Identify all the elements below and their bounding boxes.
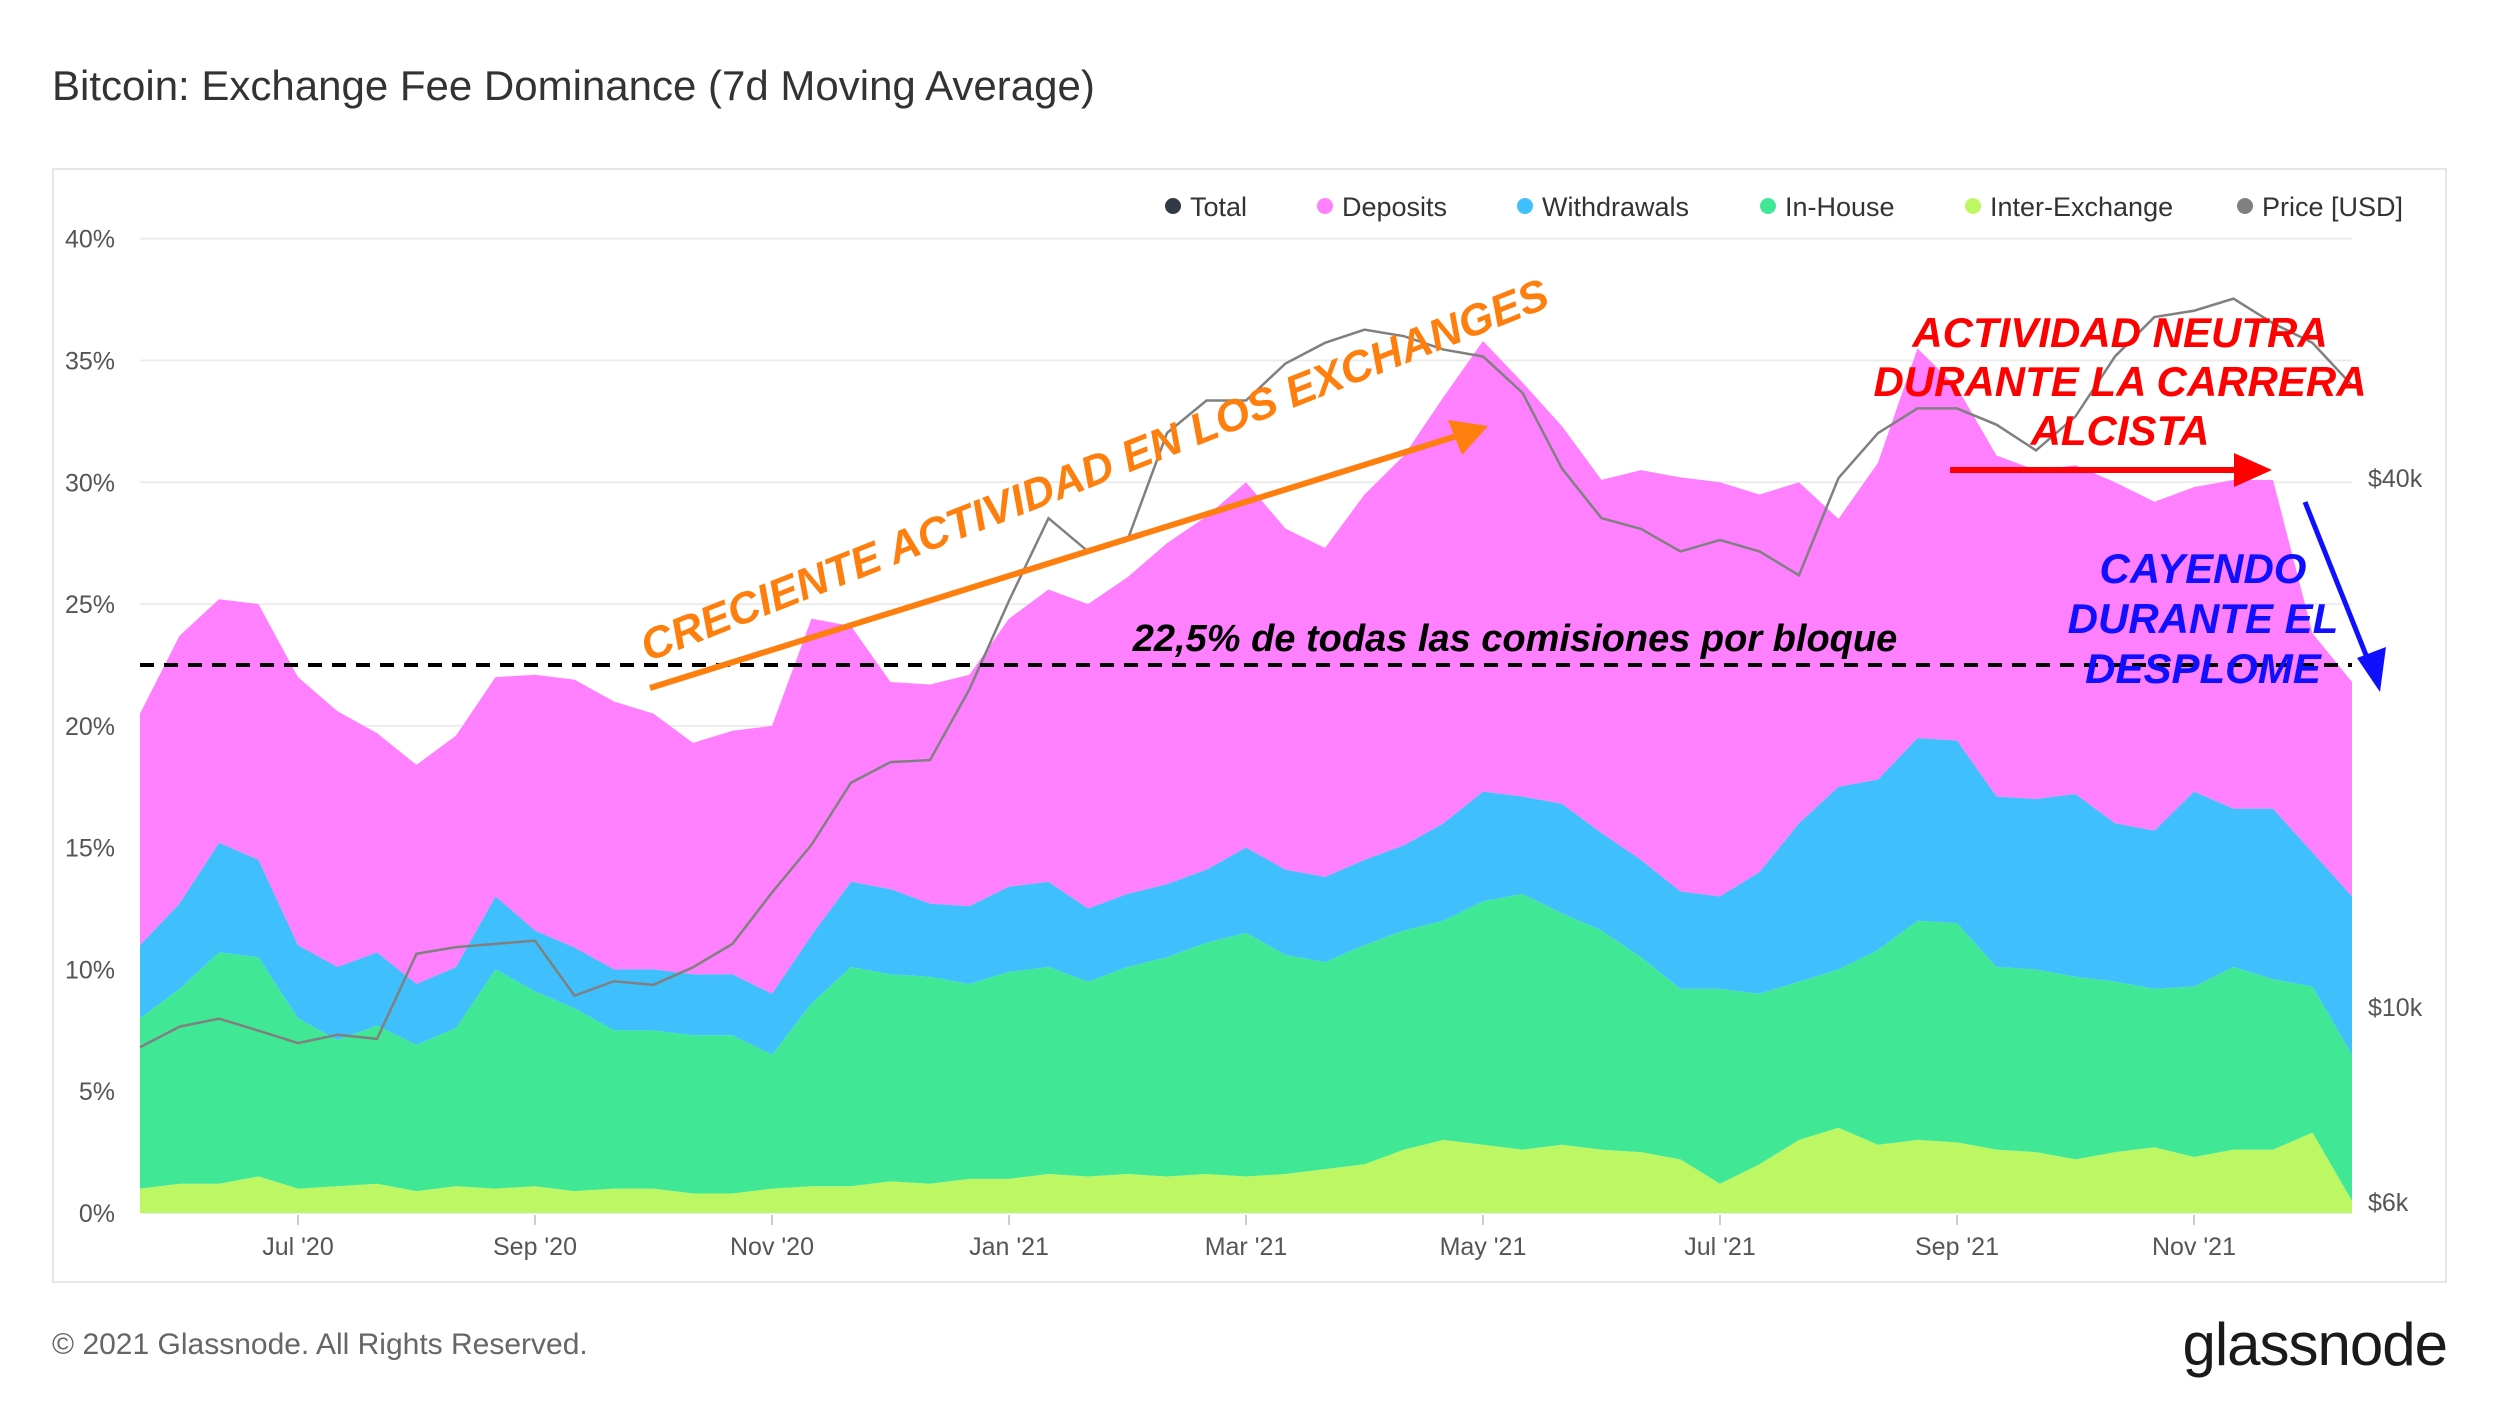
y-tick-label: 0% <box>79 1200 115 1228</box>
y-tick-label: 10% <box>65 956 115 984</box>
area-in-house <box>140 893 2352 1201</box>
price-layer <box>139 297 2353 1049</box>
threshold-layer: 22,5% de todas las comisiones por bloque <box>140 618 2352 667</box>
red-annotation-line: ACTIVIDAD NEUTRA <box>1911 309 2327 356</box>
area-layer <box>140 341 2352 1213</box>
legend-label: Total <box>1190 192 1247 222</box>
blue-annotation-line: DESPLOME <box>2085 645 2323 692</box>
y-tick-label: 5% <box>79 1078 115 1106</box>
red-annotation-line: DURANTE LA CARRERA <box>1873 358 2366 405</box>
footer-copyright: © 2021 Glassnode. All Rights Reserved. <box>52 1328 588 1361</box>
legend-swatch <box>1317 198 1333 214</box>
legend-label: Withdrawals <box>1542 192 1689 222</box>
y-tick-label: 40% <box>65 226 115 254</box>
x-tick-label: May '21 <box>1440 1233 1527 1261</box>
blue-arrowhead <box>2357 647 2386 692</box>
y-tick-label: 25% <box>65 591 115 619</box>
legend-swatch <box>1965 198 1981 214</box>
x-tick-label: Jul '21 <box>1684 1233 1755 1261</box>
legend-item-inter-exchange: Inter-Exchange <box>1965 192 2173 222</box>
price-tick-label: $6k <box>2368 1189 2409 1217</box>
legend-item-withdrawals: Withdrawals <box>1517 192 1689 222</box>
blue-annotation-line: DURANTE EL <box>2068 595 2339 642</box>
legend-layer: Total Deposits Withdrawals In-House Inter-Ex… <box>1165 192 2403 222</box>
x-tick-label: Nov '20 <box>730 1233 814 1261</box>
price-tick-label: $40k <box>2368 465 2423 493</box>
red-arrowhead <box>2234 453 2272 487</box>
threshold-label: 22,5% de todas las comisiones por bloque <box>1132 618 1897 660</box>
legend-label: Price [USD] <box>2262 192 2403 222</box>
blue-annotation-line: CAYENDO <box>2100 545 2307 592</box>
legend-swatch <box>2237 198 2253 214</box>
chart-title: Bitcoin: Exchange Fee Dominance (7d Movi… <box>52 62 1095 109</box>
legend-item-in-house: In-House <box>1760 192 1895 222</box>
legend-label: Deposits <box>1342 192 1447 222</box>
chart-frame <box>52 168 2447 1283</box>
price-line <box>139 297 2353 1049</box>
legend-item-deposits: Deposits <box>1317 192 1447 222</box>
y-tick-label: 35% <box>65 348 115 376</box>
area-deposits <box>140 341 2352 994</box>
x-tick-label: Sep '21 <box>1915 1233 1999 1261</box>
legend-label: In-House <box>1785 192 1895 222</box>
y-tick-label: 15% <box>65 835 115 863</box>
legend-swatch <box>1517 198 1533 214</box>
area-withdrawals <box>140 738 2352 1055</box>
legend-swatch <box>1165 198 1181 214</box>
x-tick-label: Mar '21 <box>1205 1233 1288 1261</box>
x-tick-label: Jul '20 <box>262 1233 333 1261</box>
legend-item-price-usd-: Price [USD] <box>2237 192 2403 222</box>
x-tick-label: Jan '21 <box>969 1233 1049 1261</box>
legend-label: Inter-Exchange <box>1990 192 2173 222</box>
area-inter-exchange <box>140 1127 2352 1213</box>
y-tick-label: 20% <box>65 713 115 741</box>
orange-arrow-line <box>649 432 1461 691</box>
x-tick-label: Nov '21 <box>2152 1233 2236 1261</box>
y-tick-label: 30% <box>65 469 115 497</box>
orange-arrowhead <box>1448 420 1488 455</box>
red-annotation-line: ALCISTA <box>2030 407 2210 454</box>
x-tick-label: Sep '20 <box>493 1233 577 1261</box>
glassnode-logo: glassnode <box>2182 1311 2448 1378</box>
price-tick-label: $10k <box>2368 994 2423 1022</box>
legend-item-total: Total <box>1165 192 1247 222</box>
blue-arrow-line <box>2302 501 2373 666</box>
axis-layer: 0% 5% 10% 15% 20% 25% 30% 35% 40% Jul '20 Sep '20 N… <box>65 226 2423 1261</box>
legend-swatch <box>1760 198 1776 214</box>
